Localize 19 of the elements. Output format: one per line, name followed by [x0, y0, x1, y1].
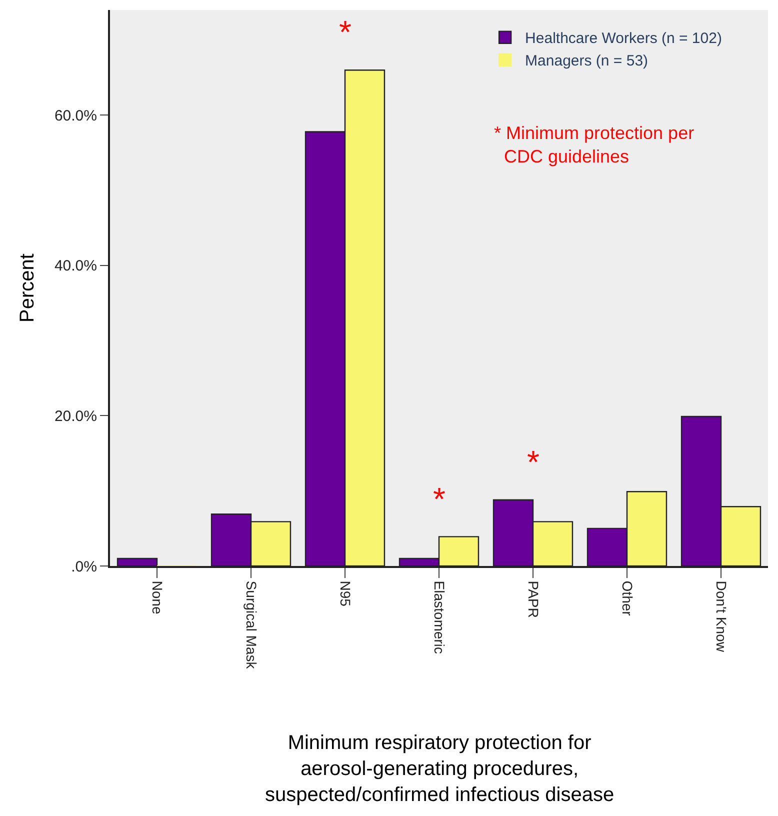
y-tick-label: 40.0%	[54, 258, 97, 275]
annotation: *	[527, 444, 540, 480]
x-tick-label: N95	[337, 580, 354, 607]
x-tick-label: Surgical Mask	[243, 580, 260, 670]
x-tick-label: Elastomeric	[431, 580, 448, 654]
annotation: *	[339, 14, 352, 50]
x-tick-label: PAPR	[525, 580, 542, 618]
x-axis-title: Minimum respiratory protection for aerosol-generating procedures, suspected/confirmed infectious disease	[265, 732, 614, 806]
annotation: * Minimum protection per CDC guidelines	[494, 123, 694, 166]
legend-label: Healthcare Workers (n = 102)	[525, 30, 722, 48]
legend-label: Managers (n = 53)	[525, 52, 648, 70]
y-axis-title: Percent	[16, 253, 38, 322]
y-tick-label: .0%	[71, 558, 97, 576]
annotation: *	[433, 481, 446, 517]
x-tick-label: None	[149, 580, 166, 614]
x-tick-label: Other	[619, 580, 636, 616]
y-tick-label: 60.0%	[54, 107, 97, 124]
x-tick-label: Don't Know	[713, 580, 730, 653]
y-tick-label: 20.0%	[54, 408, 97, 425]
